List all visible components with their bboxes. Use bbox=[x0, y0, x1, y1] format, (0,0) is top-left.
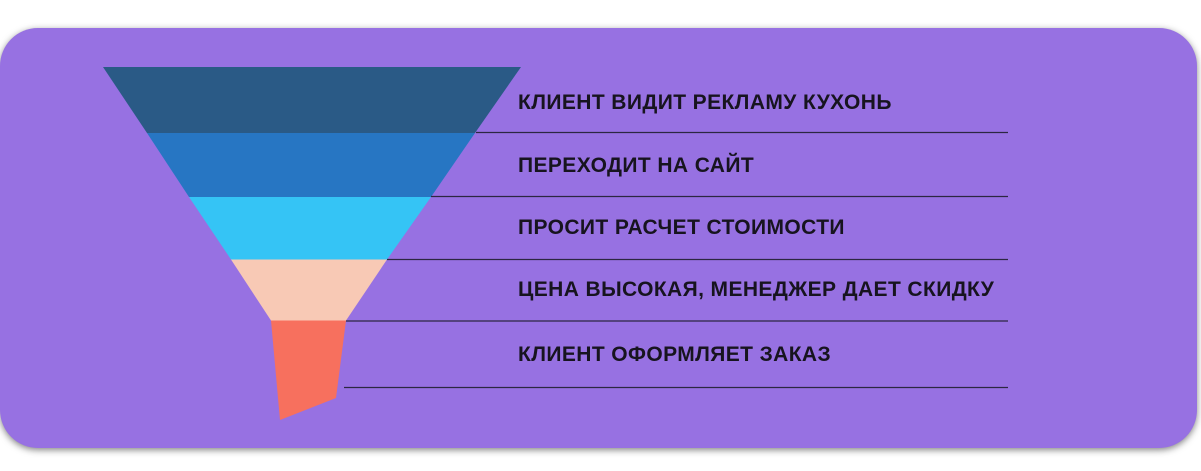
funnel-stage-label-5: КЛИЕНТ ОФОРМЛЯЕТ ЗАКАЗ bbox=[518, 343, 832, 366]
funnel-stage-label-2: ПЕРЕХОДИТ НА САЙТ bbox=[518, 154, 755, 177]
funnel-stage-label-3: ПРОСИТ РАСЧЕТ СТОИМОСТИ bbox=[518, 216, 845, 239]
funnel-stage-label-1: КЛИЕНТ ВИДИТ РЕКЛАМУ КУХОНЬ bbox=[518, 91, 892, 114]
funnel-stage-label-4: ЦЕНА ВЫСОКАЯ, МЕНЕДЖЕР ДАЕТ СКИДКУ bbox=[518, 278, 995, 301]
